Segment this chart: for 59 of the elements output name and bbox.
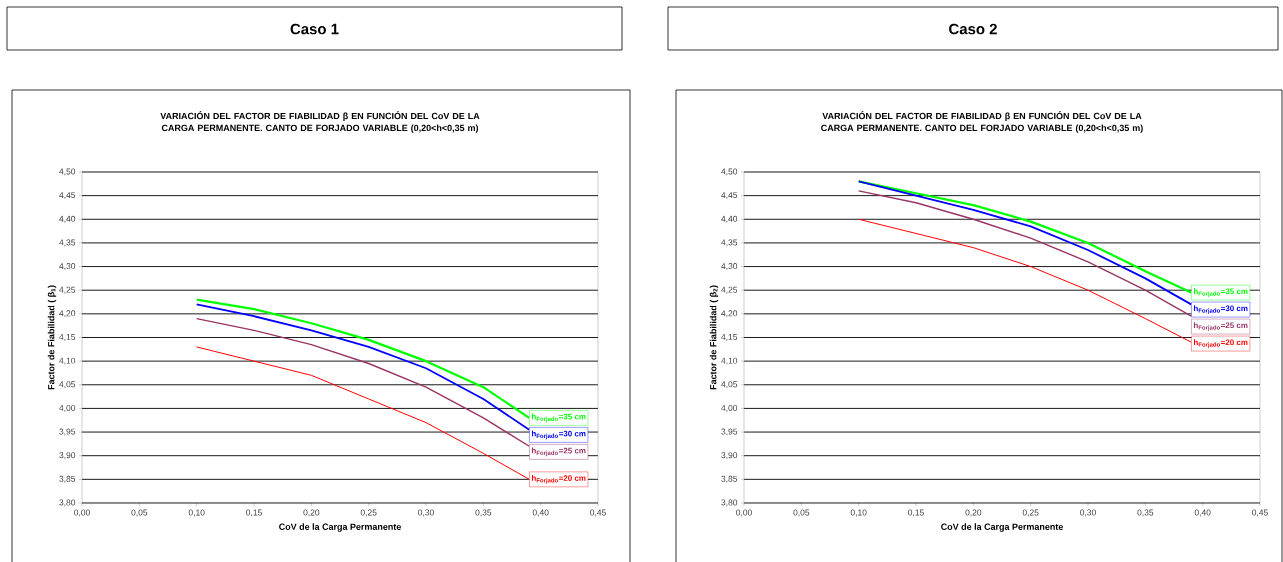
y-tick-label: 4,30: [721, 263, 738, 271]
y-tick-label: 4,45: [721, 192, 738, 200]
x-tick-label: 0,45: [590, 509, 606, 517]
x-tick-label: 0,30: [1080, 509, 1096, 517]
y-tick-label: 3,90: [721, 452, 738, 460]
chart-subtitle: VARIACIÓN DEL FACTOR DE FIABILIDAD β EN FUNCIÓN DEL CoV DE LA CARGA PERMANENTE. CANTO DEL FORJADO VARIABLE (0,20<h<0,35 m): [821, 111, 1143, 133]
y-tick-label: 4,45: [59, 192, 76, 200]
chart-title: Caso 1: [290, 23, 339, 35]
y-tick-label: 3,95: [59, 428, 76, 436]
line-series: [857, 190, 1192, 317]
y-tick-label: 4,35: [721, 239, 738, 247]
x-tick-label: 0,05: [131, 509, 148, 517]
y-tick-label: 4,25: [721, 286, 738, 294]
y-tick-label: 3,85: [721, 475, 738, 483]
y-tick-label: 4,05: [59, 381, 76, 389]
y-tick-label: 4,00: [721, 404, 738, 412]
x-tick-label: 0,10: [850, 509, 867, 517]
y-tick-label: 4,05: [721, 381, 738, 389]
y-tick-label: 4,20: [59, 310, 76, 318]
x-tick-label: 0,40: [532, 509, 549, 517]
x-tick-label: 0,05: [793, 509, 810, 517]
y-tick-label: 3,80: [721, 499, 738, 507]
y-tick-label: 4,25: [59, 286, 76, 294]
y-tick-label: 4,40: [721, 215, 738, 223]
x-tick-label: 0,25: [360, 509, 377, 517]
x-tick-label: 0,15: [908, 509, 924, 517]
chart-title: Caso 2: [949, 23, 997, 35]
y-tick-label: 3,85: [59, 475, 76, 483]
y-tick-label: 3,90: [59, 452, 76, 460]
x-tick-label: 0,20: [965, 509, 982, 517]
x-tick-label: 0,35: [475, 509, 492, 517]
y-tick-label: 4,40: [59, 215, 76, 223]
y-tick-label: 4,15: [721, 334, 738, 341]
x-tick-label: 0,45: [1252, 509, 1268, 517]
y-tick-label: 4,50: [721, 168, 738, 176]
y-axis-title: Factor de Fiabilidad ( β$_{1}$): [47, 285, 57, 390]
x-tick-label: 0,40: [1194, 509, 1211, 517]
y-tick-label: 4,20: [721, 310, 738, 318]
x-axis-title: CoV de la Carga Permanente: [279, 523, 401, 532]
y-tick-label: 4,10: [721, 357, 738, 365]
x-tick-label: 0,00: [74, 509, 90, 517]
x-axis-title: CoV de la Carga Permanente: [941, 523, 1063, 532]
x-tick-label: 0,25: [1022, 509, 1039, 517]
y-tick-label: 4,00: [59, 404, 76, 412]
y-tick-label: 4,30: [59, 263, 76, 271]
y-axis-title: Factor de Fiabilidad ( β$_{2}$): [709, 285, 719, 390]
y-tick-label: 3,80: [59, 499, 76, 507]
x-tick-label: 0,20: [303, 509, 320, 517]
x-tick-label: 0,00: [736, 509, 752, 517]
chart-subtitle: VARIACIÓN DEL FACTOR DE FIABILIDAD β EN FUNCIÓN DEL CoV DE LA CARGA PERMANENTE. CANTO DE FORJADO VARIABLE (0,20<h<0,35 m): [160, 111, 480, 133]
y-tick-label: 4,35: [59, 239, 76, 247]
x-tick-label: 0,30: [418, 509, 434, 517]
y-tick-label: 3,95: [721, 428, 738, 436]
y-tick-label: 4,50: [59, 168, 76, 176]
x-tick-label: 0,35: [1137, 509, 1154, 517]
x-tick-label: 0,10: [188, 509, 205, 517]
y-tick-label: 4,15: [59, 334, 76, 341]
y-tick-label: 4,10: [59, 357, 76, 365]
x-tick-label: 0,15: [246, 509, 262, 517]
